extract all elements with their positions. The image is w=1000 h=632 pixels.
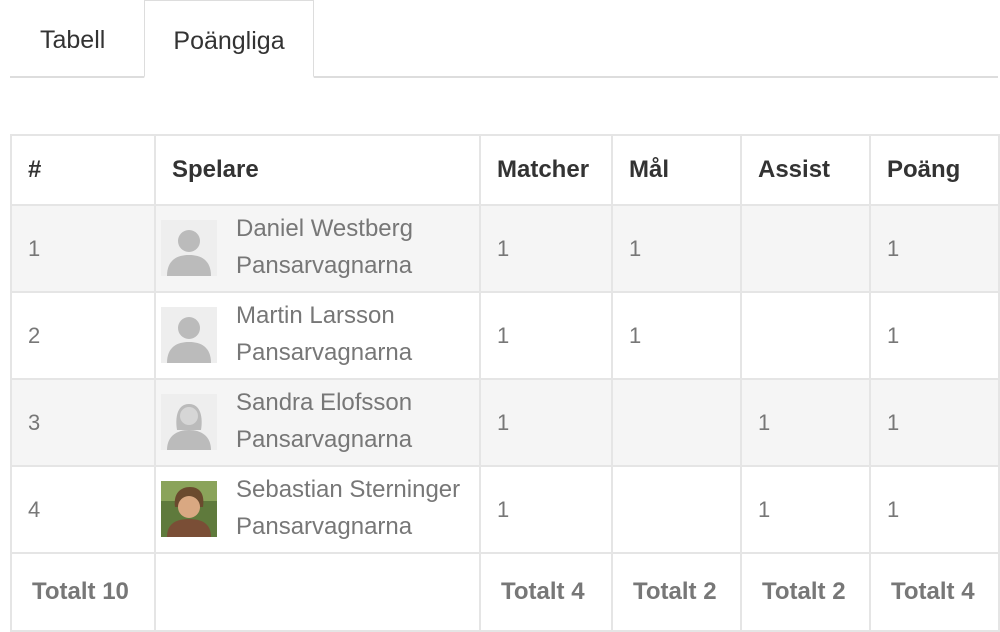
header-matches[interactable]: Matcher [479, 134, 613, 206]
total-rank: Totalt 10 [10, 552, 156, 632]
cell-matches: 1 [479, 291, 613, 380]
player-name-link[interactable]: Daniel Westberg [236, 215, 413, 242]
cell-player: Sandra Elofsson Pansarvagnarna [154, 378, 481, 467]
cell-matches: 1 [479, 378, 613, 467]
avatar-silhouette-icon [161, 220, 217, 276]
totals-row: Totalt 10 Totalt 4 Totalt 2 Totalt 2 Tot… [10, 552, 1000, 632]
header-points[interactable]: Poäng [869, 134, 1000, 206]
tab-poangliga[interactable]: Poängliga [144, 0, 314, 78]
cell-matches: 1 [479, 204, 613, 293]
cell-assists [740, 291, 871, 380]
player-team-link[interactable]: Pansarvagnarna [236, 339, 413, 366]
cell-goals: 1 [611, 291, 742, 380]
cell-player: Martin Larsson Pansarvagnarna [154, 291, 481, 380]
cell-goals [611, 465, 742, 554]
cell-points: 1 [869, 291, 1000, 380]
header-goals[interactable]: Mål [611, 134, 742, 206]
cell-assists [740, 204, 871, 293]
cell-matches: 1 [479, 465, 613, 554]
cell-assists: 1 [740, 378, 871, 467]
cell-rank: 3 [10, 378, 156, 467]
table-row: 3 Sandra Elofsson Pansarvagnarna [10, 378, 1000, 467]
table-row: 2 Martin Larsson Pansarvagnarna [10, 291, 1000, 380]
tab-tabell[interactable]: Tabell [40, 26, 106, 54]
header-rank[interactable]: # [10, 134, 156, 206]
cell-goals: 1 [611, 204, 742, 293]
header-assists[interactable]: Assist [740, 134, 871, 206]
total-points: Totalt 4 [869, 552, 1000, 632]
player-name-link[interactable]: Sebastian Sterninger [236, 476, 461, 503]
table-row: 4 Sebastian Sterninger [10, 465, 1000, 554]
total-player [154, 552, 481, 632]
table-row: 1 Daniel Westberg Pansarvagnarna [10, 204, 1000, 293]
cell-points: 1 [869, 378, 1000, 467]
cell-assists: 1 [740, 465, 871, 554]
cell-points: 1 [869, 465, 1000, 554]
player-team-link[interactable]: Pansarvagnarna [236, 426, 413, 453]
total-goals: Totalt 2 [611, 552, 742, 632]
header-row: # Spelare Matcher Mål Assist Poäng [10, 134, 1000, 206]
player-team-link[interactable]: Pansarvagnarna [236, 252, 413, 279]
cell-points: 1 [869, 204, 1000, 293]
total-matches: Totalt 4 [479, 552, 613, 632]
avatar-photo [161, 481, 217, 537]
cell-goals [611, 378, 742, 467]
cell-player: Daniel Westberg Pansarvagnarna [154, 204, 481, 293]
player-name-link[interactable]: Sandra Elofsson [236, 389, 413, 416]
cell-player: Sebastian Sterninger Pansarvagnarna [154, 465, 481, 554]
player-team-link[interactable]: Pansarvagnarna [236, 513, 413, 540]
points-table: # Spelare Matcher Mål Assist Poäng 1 [10, 134, 1000, 632]
avatar-silhouette-female-icon [161, 394, 217, 450]
player-name-link[interactable]: Martin Larsson [236, 302, 395, 329]
cell-rank: 1 [10, 204, 156, 293]
tab-bar: Tabell Poängliga [10, 0, 998, 78]
cell-rank: 4 [10, 465, 156, 554]
points-table-container: # Spelare Matcher Mål Assist Poäng 1 [10, 134, 1000, 632]
total-assists: Totalt 2 [740, 552, 871, 632]
cell-rank: 2 [10, 291, 156, 380]
avatar-silhouette-icon [161, 307, 217, 363]
header-player[interactable]: Spelare [154, 134, 481, 206]
